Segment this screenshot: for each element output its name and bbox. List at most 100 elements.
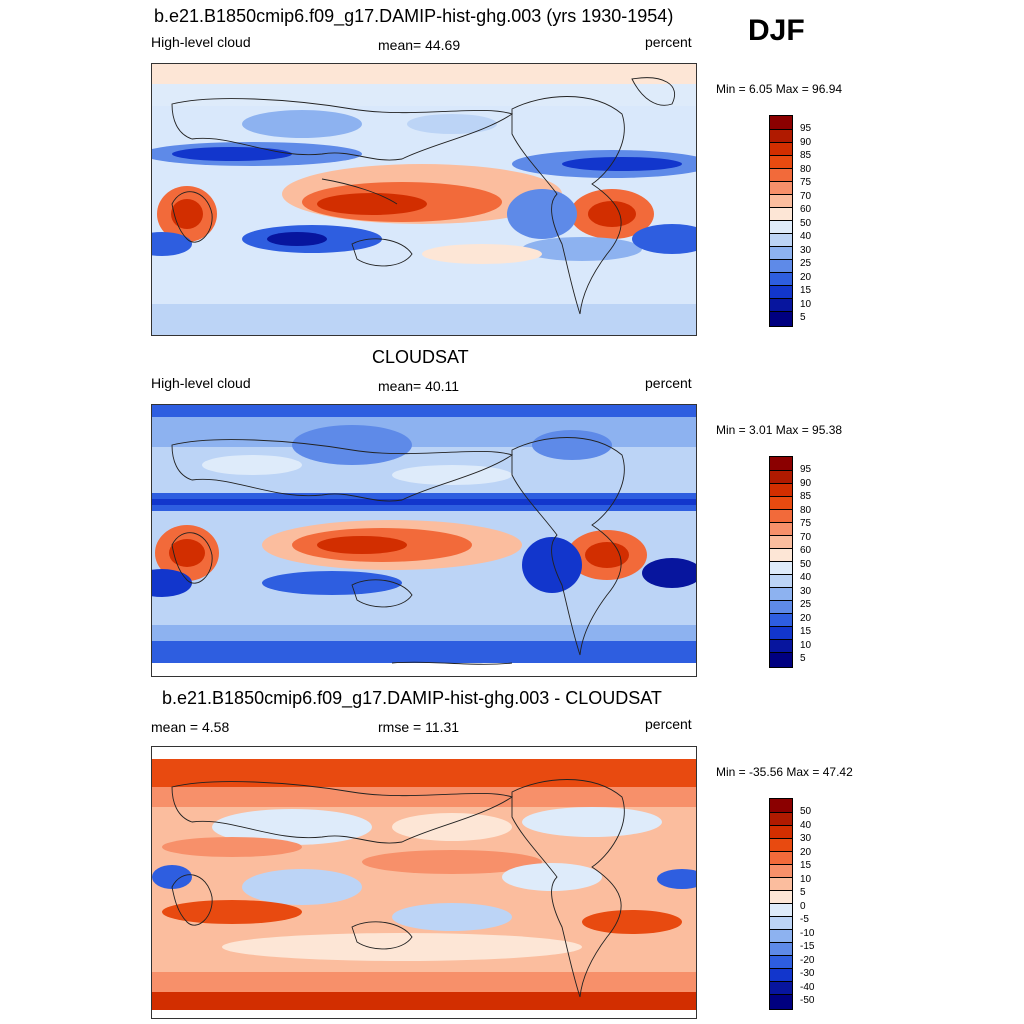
colorbar-swatch [770, 601, 792, 614]
colorbar-swatch [770, 995, 792, 1009]
min-max-label: Min = 3.01 Max = 95.38 [716, 423, 843, 437]
mean-label: mean= 44.69 [378, 37, 461, 53]
colorbar-swatch [770, 969, 792, 982]
colorbar-swatch [770, 653, 792, 667]
colorbar-tick-label: 90 [800, 477, 812, 489]
colorbar-tick-label: 85 [800, 491, 812, 502]
colorbar-tick-label: 75 [800, 177, 812, 188]
panel-title: CLOUDSAT [372, 347, 469, 367]
colorbar-swatch [770, 813, 792, 826]
colorbar-swatch [770, 575, 792, 588]
colorbar-swatch [770, 917, 792, 930]
colorbar-tick-label: 95 [800, 464, 812, 475]
colorbar-swatch [770, 130, 792, 143]
min-max-label: Min = 6.05 Max = 96.94 [716, 82, 843, 96]
colorbar-swatch [770, 878, 792, 891]
colorbar-tick-label: 75 [800, 518, 812, 529]
variable-label: High-level cloud [151, 375, 251, 391]
colorbar-swatch [770, 273, 792, 286]
colorbar-tick-label: 80 [800, 163, 812, 175]
colorbar-swatch [770, 839, 792, 852]
colorbar-swatch [770, 471, 792, 484]
colorbar-tick-label: 15 [800, 626, 812, 637]
colorbar-tick-label: 20 [800, 846, 812, 858]
map-field [152, 405, 696, 676]
colorbar-tick-label: 0 [800, 900, 806, 912]
colorbar-swatch [770, 484, 792, 497]
colorbar-tick-label: 70 [800, 190, 812, 202]
colorbar-tick-label: -40 [800, 981, 815, 993]
colorbar-swatch [770, 510, 792, 523]
colorbar-tick-label: 50 [800, 217, 812, 229]
colorbar-tick-label: 25 [800, 258, 812, 269]
colorbar-tick-label: 40 [800, 231, 812, 242]
mean-label: mean = 4.58 [151, 719, 230, 735]
colorbar-swatch [770, 286, 792, 299]
colorbar-swatch [770, 208, 792, 221]
colorbar-swatch [770, 536, 792, 549]
rmse-label: rmse = 11.31 [378, 719, 460, 735]
variable-label: High-level cloud [151, 34, 251, 50]
colorbar-swatch [770, 562, 792, 575]
colorbar-tick-label: -10 [800, 927, 815, 939]
colorbar-swatch [770, 221, 792, 234]
colorbar-tick-label: -20 [800, 954, 815, 966]
colorbar-tick-label: 10 [800, 873, 812, 885]
units-label: percent [645, 375, 692, 391]
colorbar-tick-label: 15 [800, 285, 812, 296]
mean-label: mean= 40.11 [378, 378, 460, 394]
colorbar-swatch [770, 865, 792, 878]
colorbar-swatch [770, 614, 792, 627]
colorbar-tick-label: 40 [800, 819, 812, 831]
colorbar-swatch [770, 497, 792, 510]
colorbar-swatch [770, 457, 792, 471]
colorbar-swatch [770, 143, 792, 156]
colorbar-swatch [770, 260, 792, 273]
colorbar-swatch [770, 826, 792, 839]
colorbar-tick-label: 80 [800, 504, 812, 516]
colorbar-tick-label: 60 [800, 545, 812, 556]
colorbar-tick-label: 5 [800, 887, 806, 898]
colorbar-swatch [770, 299, 792, 312]
colorbar-swatch [770, 156, 792, 169]
map-field [152, 747, 696, 1018]
colorbar-tick-label: 10 [800, 298, 812, 310]
colorbar-tick-label: 60 [800, 204, 812, 215]
colorbar-swatch [770, 247, 792, 260]
colorbar-tick-label: 90 [800, 136, 812, 148]
colorbar-tick-label: 95 [800, 123, 812, 134]
map-difference [151, 746, 697, 1019]
colorbar-tick-label: -50 [800, 995, 815, 1006]
colorbar-tick-label: 40 [800, 572, 812, 583]
colorbar-swatch [770, 956, 792, 969]
map-model-high-cloud [151, 63, 697, 336]
colorbar-swatch [770, 549, 792, 562]
colorbar-difference [769, 798, 793, 1010]
colorbar-swatch [770, 588, 792, 601]
colorbar-swatch [770, 852, 792, 865]
colorbar-tick-label: 20 [800, 612, 812, 624]
colorbar-swatch [770, 891, 792, 904]
colorbar-swatch [770, 943, 792, 956]
colorbar-swatch [770, 312, 792, 326]
colorbar-tick-label: 85 [800, 150, 812, 161]
colorbar-tick-label: -5 [800, 914, 809, 925]
colorbar-tick-label: -15 [800, 941, 815, 952]
colorbar-swatch [770, 523, 792, 536]
panel-title: b.e21.B1850cmip6.f09_g17.DAMIP-hist-ghg.… [154, 6, 674, 26]
colorbar-swatch [770, 234, 792, 247]
colorbar-tick-label: 25 [800, 599, 812, 610]
panel-title: b.e21.B1850cmip6.f09_g17.DAMIP-hist-ghg.… [162, 688, 662, 708]
colorbar-swatch [770, 904, 792, 917]
map-field [152, 64, 696, 335]
colorbar-swatch [770, 182, 792, 195]
colorbar-tick-label: -30 [800, 968, 815, 979]
colorbar-tick-label: 5 [800, 312, 806, 323]
colorbar-swatch [770, 195, 792, 208]
colorbar-cloudsat [769, 456, 793, 668]
units-label: percent [645, 716, 692, 732]
colorbar-swatch [770, 627, 792, 640]
colorbar-swatch [770, 640, 792, 653]
colorbar-tick-label: 15 [800, 860, 812, 871]
units-label: percent [645, 34, 692, 50]
